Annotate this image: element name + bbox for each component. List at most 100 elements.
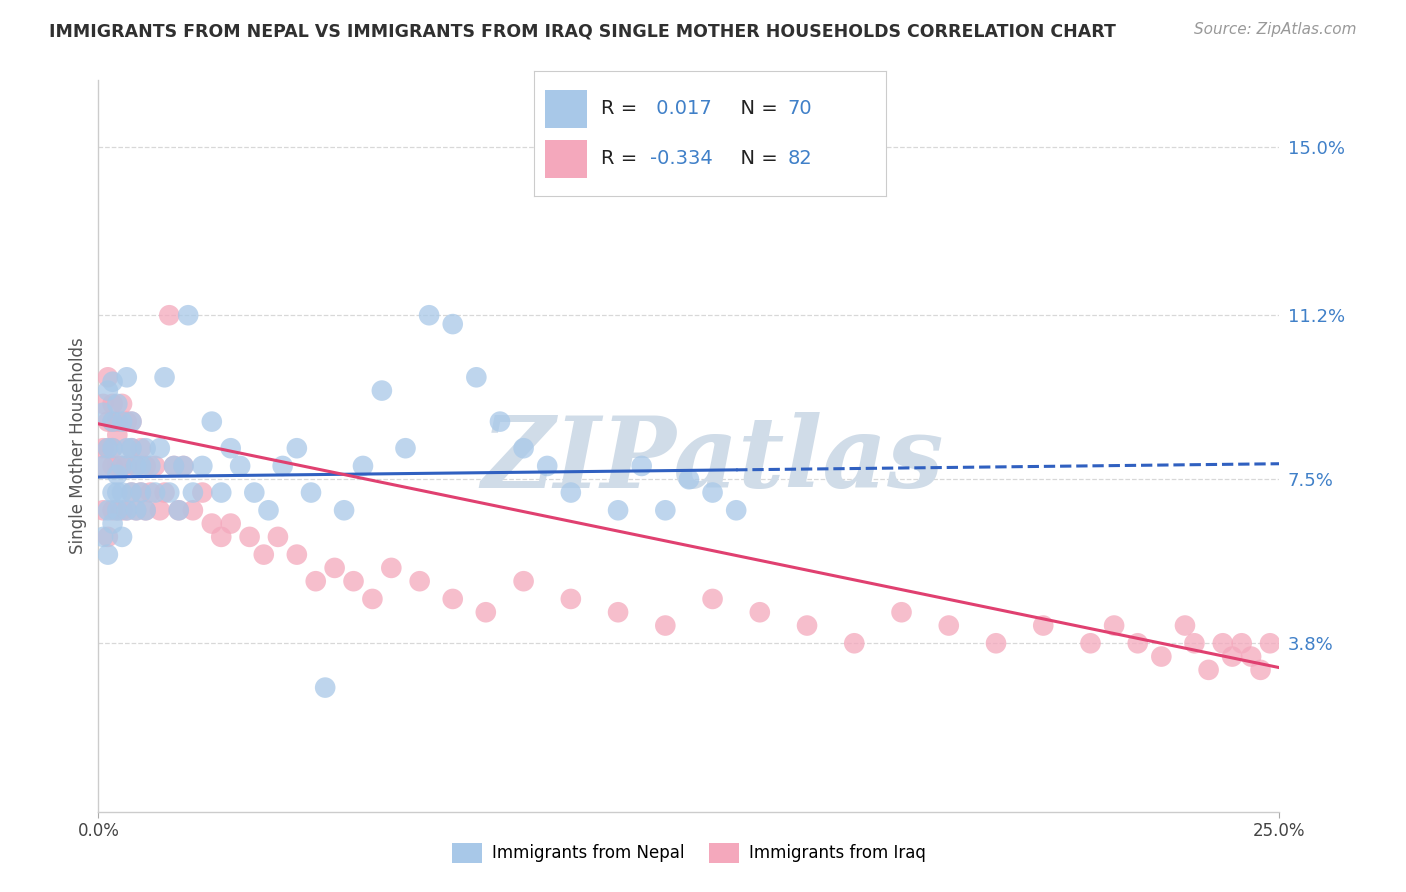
Text: IMMIGRANTS FROM NEPAL VS IMMIGRANTS FROM IRAQ SINGLE MOTHER HOUSEHOLDS CORRELATI: IMMIGRANTS FROM NEPAL VS IMMIGRANTS FROM… (49, 22, 1116, 40)
Point (1240, 649, 1263, 664)
Point (91, 406, 114, 420)
Point (105, 503, 128, 517)
Point (607, 503, 630, 517)
Point (111, 458, 134, 473)
Point (475, 605, 498, 619)
Point (1220, 649, 1243, 664)
Point (253, 548, 276, 562)
Point (149, 441, 172, 455)
Point (748, 605, 770, 619)
Point (229, 458, 252, 473)
Point (314, 681, 336, 695)
Point (121, 485, 143, 500)
Text: N =: N = (728, 99, 783, 119)
Point (844, 636, 866, 650)
Point (1230, 636, 1253, 650)
Point (305, 574, 328, 589)
Point (121, 441, 143, 455)
Point (702, 591, 724, 606)
Point (1032, 618, 1054, 632)
Point (630, 458, 652, 473)
Point (135, 503, 157, 517)
Point (181, 503, 204, 517)
Y-axis label: Single Mother Households: Single Mother Households (69, 338, 87, 554)
Point (91, 441, 114, 455)
Legend: Immigrants from Nepal, Immigrants from Iraq: Immigrants from Nepal, Immigrants from I… (446, 837, 932, 869)
Point (560, 591, 582, 606)
Point (209, 530, 232, 544)
Point (115, 441, 138, 455)
Point (1258, 636, 1281, 650)
Point (97, 503, 120, 517)
Text: R =: R = (602, 149, 644, 169)
Point (441, 591, 464, 606)
Point (333, 503, 356, 517)
Point (139, 485, 162, 500)
Point (201, 516, 224, 531)
Point (678, 472, 700, 486)
Point (489, 415, 512, 429)
Point (607, 605, 630, 619)
Point (143, 485, 166, 500)
Point (181, 485, 204, 500)
Point (97, 441, 120, 455)
Point (394, 441, 416, 455)
Point (153, 485, 176, 500)
Point (441, 317, 464, 331)
Point (105, 458, 128, 473)
Point (101, 397, 124, 411)
Point (101, 516, 124, 531)
Point (371, 384, 394, 398)
Text: R =: R = (602, 99, 644, 119)
Point (153, 370, 176, 384)
Point (163, 458, 186, 473)
Point (167, 503, 190, 517)
Text: 0.017: 0.017 (650, 99, 711, 119)
Point (91, 530, 114, 544)
Point (560, 485, 582, 500)
Point (512, 441, 534, 455)
Text: -0.334: -0.334 (650, 149, 713, 169)
Point (115, 458, 138, 473)
Point (167, 503, 190, 517)
Point (1126, 636, 1149, 650)
Point (1150, 649, 1173, 664)
Point (1250, 663, 1272, 677)
Point (1212, 636, 1234, 650)
Point (219, 441, 242, 455)
Point (121, 485, 143, 500)
Point (191, 458, 214, 473)
Point (129, 485, 152, 500)
Point (271, 458, 294, 473)
Point (536, 458, 558, 473)
Point (111, 458, 134, 473)
Point (172, 458, 194, 473)
Point (101, 441, 124, 455)
Point (97, 548, 120, 562)
Point (177, 308, 200, 322)
Point (172, 458, 194, 473)
Point (91, 397, 114, 411)
Point (163, 458, 186, 473)
Point (257, 503, 280, 517)
Point (702, 485, 724, 500)
Point (121, 415, 143, 429)
Point (1080, 636, 1102, 650)
Point (125, 458, 148, 473)
Point (111, 503, 134, 517)
Point (380, 561, 402, 575)
Point (111, 415, 134, 429)
Point (201, 415, 224, 429)
Point (125, 503, 148, 517)
Point (135, 458, 157, 473)
Point (465, 370, 488, 384)
Point (512, 574, 534, 589)
Point (97, 415, 120, 429)
Point (91, 458, 114, 473)
Point (105, 428, 128, 442)
Point (1102, 618, 1125, 632)
Text: ZIPatlas: ZIPatlas (481, 412, 943, 508)
Text: 82: 82 (787, 149, 813, 169)
Point (97, 384, 120, 398)
Point (219, 516, 242, 531)
